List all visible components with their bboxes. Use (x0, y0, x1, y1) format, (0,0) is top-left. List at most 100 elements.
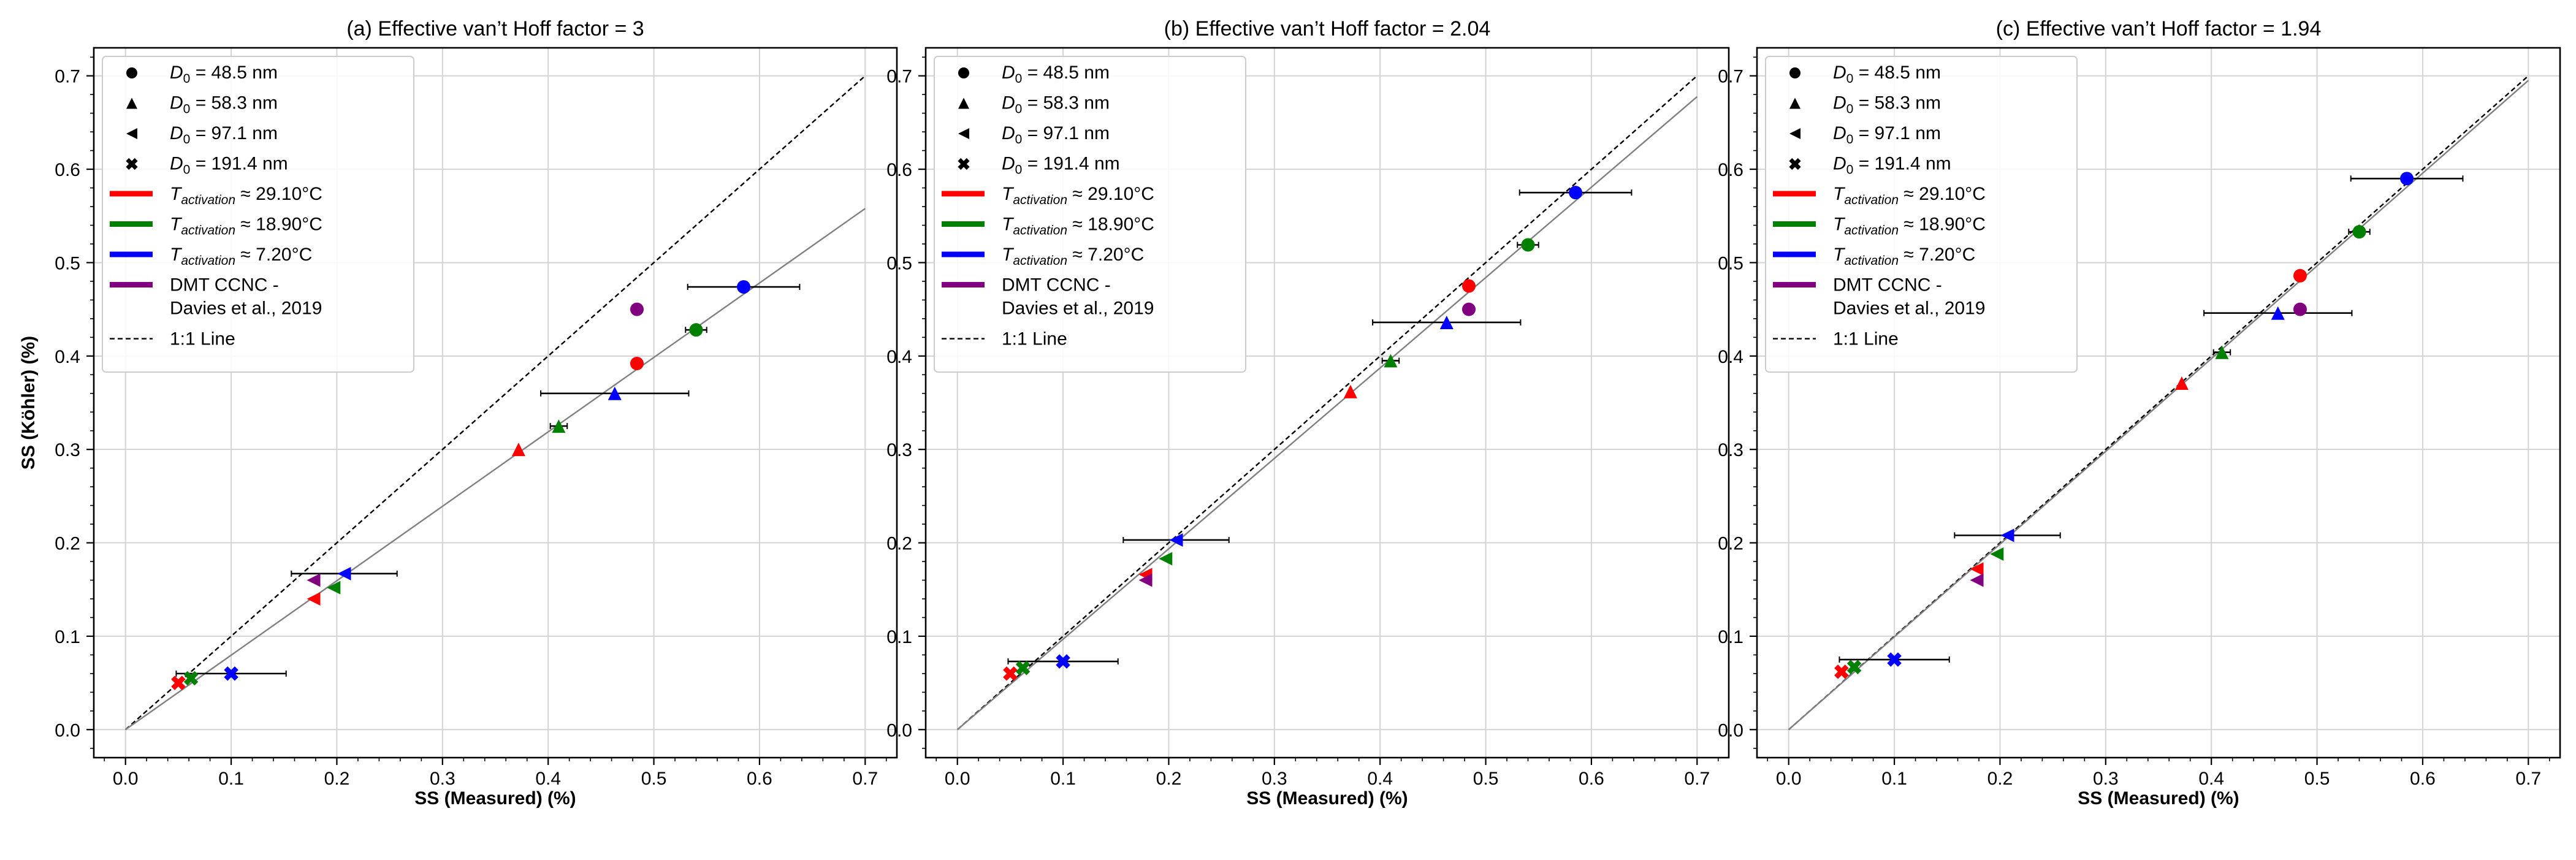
data-point-stroke-b (1887, 652, 1902, 667)
data-point-stroke-b (183, 671, 199, 686)
x-axis-label: SS (Measured) (%) (2078, 788, 2239, 809)
legend-dmt-label-line1: DMT CCNC - (1002, 275, 1111, 295)
y-tick-label: 0.7 (886, 67, 912, 87)
data-point (1015, 660, 1031, 675)
data-point (307, 592, 321, 606)
legend-one-to-one-label: 1:1 Line (1002, 329, 1067, 349)
legend-temp-subscript: activation (1844, 224, 1899, 238)
legend-temp-label: Tactivation ≈ 29.10°C (1833, 184, 1986, 207)
data-point (1569, 186, 1583, 200)
legend-marker (126, 67, 137, 78)
legend-d0-label: D0 = 58.3 nm (1002, 93, 1110, 116)
legend-d0-value: = 48.5 nm (190, 63, 278, 83)
fit-line (956, 96, 1698, 731)
x-tick-label: 0.2 (1987, 769, 2013, 789)
legend-temp-value: ≈ 18.90°C (235, 215, 322, 235)
legend-dmt-label-line1: DMT CCNC - (170, 275, 279, 295)
one-to-one-line (956, 75, 1698, 731)
data-point (307, 573, 321, 587)
y-tick-label: 0.5 (1718, 253, 1743, 273)
y-tick-label: 0.0 (886, 720, 912, 740)
data-point-stroke-b (1003, 666, 1018, 681)
y-tick-label: 0.2 (55, 534, 80, 554)
legend-d0-symbol: D (170, 93, 183, 113)
data-point (327, 580, 341, 595)
legend-dmt-label-line2: Davies et al., 2019 (1002, 299, 1154, 319)
y-tick-label: 0.1 (1718, 627, 1743, 647)
fit-line (1788, 80, 2529, 731)
chart-panel-2: 0.0 0.1 0.2 0.3 0.4 0.5 0.6 0.7 0.0 0.1 0.2 0.3 0.4 0… (886, 17, 1730, 809)
legend-temp-value: ≈ 18.90°C (1899, 215, 1986, 235)
y-tick-label: 0.6 (1718, 160, 1743, 180)
data-point (1138, 573, 1153, 587)
legend-dmt-label-line1: DMT CCNC - (1833, 275, 1942, 295)
legend-d0-subscript: 0 (183, 163, 191, 177)
legend-temp-subscript: activation (1844, 254, 1899, 268)
grid (94, 48, 897, 758)
legend-d0-value: = 48.5 nm (1853, 63, 1941, 83)
legend-one-to-one-label: 1:1 Line (170, 329, 235, 349)
data-point (2215, 345, 2229, 359)
ticks: 0.0 0.1 0.2 0.3 0.4 0.5 0.6 0.7 0.0 0.1 0.2 0.3 0.4 0… (886, 56, 1719, 789)
data-point (1343, 384, 1357, 398)
legend-d0-label: D0 = 48.5 nm (1833, 63, 1941, 86)
data-point (1159, 552, 1173, 566)
legend-temp-subscript: activation (181, 254, 235, 268)
x-tick-label: 0.1 (218, 769, 244, 789)
legend-d0-symbol: D (1833, 123, 1846, 143)
legend-marker (958, 128, 969, 139)
data-point (737, 280, 751, 294)
legend-d0-label: D0 = 48.5 nm (170, 63, 278, 86)
legend-d0-label: D0 = 97.1 nm (1002, 123, 1110, 147)
legend-temp-subscript: activation (1013, 193, 1067, 207)
data-point (1384, 354, 1398, 368)
legend-marker-stroke-b (126, 158, 138, 170)
legend-d0-value: = 191.4 nm (1022, 154, 1119, 174)
legend-temp-subscript: activation (181, 224, 235, 238)
data-point (1990, 547, 2004, 561)
legend-d0-value: = 97.1 nm (190, 123, 278, 143)
data-point (1461, 279, 1476, 293)
legend-temp-symbol: T (170, 184, 183, 204)
chart-title: (b) Effective van’t Hoff factor = 2.04 (1164, 17, 1491, 40)
data-point (2293, 268, 2307, 283)
legend-one-to-one-label: 1:1 Line (1833, 329, 1899, 349)
legend-d0-value: = 48.5 nm (1022, 63, 1110, 83)
legend-temp-symbol: T (1833, 184, 1846, 204)
x-tick-label: 0.5 (2304, 769, 2330, 789)
data-points (171, 280, 751, 690)
data-point (2271, 306, 2285, 320)
axes-frame (1756, 47, 2561, 759)
legend-dmt-label-line2: Davies et al., 2019 (170, 299, 322, 319)
legend-d0-symbol: D (170, 123, 183, 143)
data-point (183, 671, 199, 686)
data-point (171, 675, 186, 690)
x-tick-label: 0.6 (747, 769, 772, 789)
legend-marker (958, 67, 969, 78)
x-tick-label: 0.6 (2410, 769, 2436, 789)
legend-d0-symbol: D (1002, 123, 1015, 143)
legend-marker (126, 97, 137, 109)
data-points (1834, 172, 2414, 679)
legend-temp-symbol: T (1002, 245, 1015, 265)
y-tick-label: 0.7 (1718, 67, 1743, 87)
legend-temp-subscript: activation (181, 193, 235, 207)
legend-d0-value: = 58.3 nm (1022, 93, 1110, 113)
x-tick-label: 0.5 (1473, 769, 1499, 789)
legend-d0-value: = 97.1 nm (1022, 123, 1110, 143)
chart-title: (c) Effective van’t Hoff factor = 1.94 (1996, 17, 2322, 40)
y-tick-label: 0.1 (55, 627, 80, 647)
legend-d0-label: D0 = 97.1 nm (170, 123, 278, 147)
axes-frame (924, 47, 1730, 759)
data-point-stroke-b (1846, 660, 1862, 674)
ticks: 0.0 0.1 0.2 0.3 0.4 0.5 0.6 0.7 0.0 0.1 0.2 0.3 0.4 0… (55, 56, 887, 789)
legend-d0-symbol: D (1002, 93, 1015, 113)
y-tick-label: 0.6 (886, 160, 912, 180)
legend-box (102, 56, 414, 373)
legend-temp-label: Tactivation ≈ 29.10°C (1002, 184, 1154, 207)
legend-temp-value: ≈ 18.90°C (1067, 215, 1154, 235)
legend-d0-symbol: D (170, 63, 183, 83)
legend-d0-label: D0 = 58.3 nm (170, 93, 278, 116)
legend-temp-subscript: activation (1013, 254, 1067, 268)
